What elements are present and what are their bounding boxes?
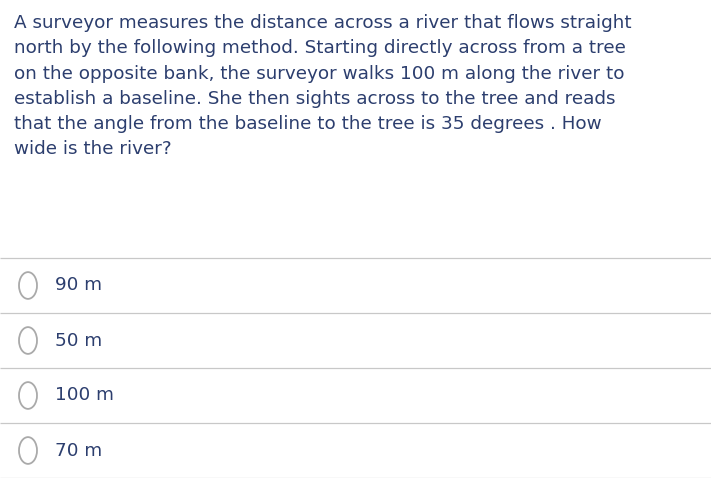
Text: 70 m: 70 m [55,442,102,459]
Text: 100 m: 100 m [55,387,114,404]
Text: A surveyor measures the distance across a river that flows straight
north by the: A surveyor measures the distance across … [14,14,631,158]
Text: 50 m: 50 m [55,332,102,349]
Text: 90 m: 90 m [55,276,102,294]
